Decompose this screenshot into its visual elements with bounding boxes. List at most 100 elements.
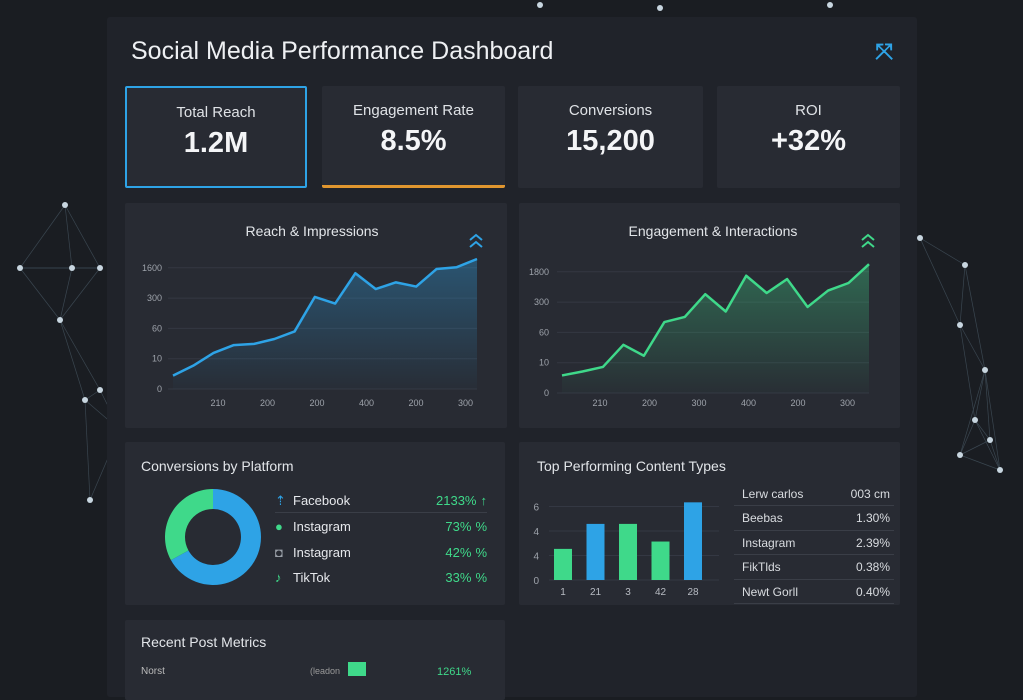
- kpi-roi[interactable]: ROI +32%: [717, 86, 900, 188]
- x-tick-label: 200: [790, 398, 805, 408]
- kpi-conversions[interactable]: Conversions 15,200: [518, 86, 703, 188]
- network-line: [985, 370, 990, 440]
- x-tick-label: 400: [359, 398, 374, 408]
- kpi-engagement-rate[interactable]: Engagement Rate 8.5%: [322, 86, 505, 188]
- content-value: 0.40%: [856, 585, 894, 599]
- instagram-clock-icon: ●: [275, 519, 293, 534]
- content-value: 2.39%: [856, 536, 894, 550]
- content-value: 0.38%: [856, 560, 894, 574]
- y-tick-label: 60: [539, 327, 549, 337]
- network-node: [82, 397, 88, 403]
- x-tick-label: 200: [260, 398, 275, 408]
- network-line: [60, 320, 100, 390]
- content-type: Beebas: [734, 511, 783, 525]
- network-node: [982, 367, 988, 373]
- section-title: Recent Post Metrics: [141, 634, 266, 650]
- platform-name: Instagram: [293, 545, 351, 560]
- bar: [684, 502, 702, 580]
- network-line: [85, 400, 90, 500]
- y-tick-label: 6: [533, 503, 539, 514]
- page-title: Social Media Performance Dashboard: [131, 37, 553, 66]
- x-tick-label: 42: [655, 587, 667, 598]
- network-node: [997, 467, 1003, 473]
- network-node: [957, 452, 963, 458]
- y-tick-label: 10: [152, 354, 162, 364]
- network-node: [62, 202, 68, 208]
- network-line: [65, 205, 72, 268]
- row-label: Norst: [141, 666, 165, 677]
- network-node: [917, 235, 923, 241]
- network-line: [20, 205, 65, 268]
- kpi-label: Engagement Rate: [322, 102, 505, 119]
- series-area: [173, 259, 477, 389]
- network-line: [920, 238, 965, 265]
- series-area: [562, 264, 869, 393]
- trend-indicator: %: [475, 519, 487, 534]
- x-tick-label: 210: [210, 398, 225, 408]
- row-pct: 1261%: [437, 666, 471, 678]
- network-line: [920, 238, 960, 325]
- y-tick-label: 4: [533, 552, 539, 563]
- platform-pct: 73%: [445, 519, 471, 534]
- content-type: FikTlds: [734, 560, 781, 574]
- x-tick-label: 300: [691, 398, 706, 408]
- recent-post-card: Recent Post Metrics Norst (leadon 1261%: [125, 620, 505, 700]
- donut-slice: [165, 489, 213, 560]
- y-tick-label: 0: [544, 388, 549, 398]
- network-node: [97, 265, 103, 271]
- dashboard-panel: Social Media Performance Dashboard ⤧ Tot…: [107, 17, 917, 697]
- network-line: [975, 420, 990, 440]
- expand-arrows-icon[interactable]: ⤧: [875, 39, 893, 65]
- kpi-label: ROI: [717, 102, 900, 119]
- y-tick-label: 300: [147, 293, 162, 303]
- network-line: [960, 420, 975, 455]
- content-type: Lerw carlos: [734, 487, 803, 501]
- network-node: [957, 322, 963, 328]
- x-tick-label: 200: [408, 398, 423, 408]
- network-line: [965, 265, 985, 370]
- row-bar: [348, 662, 366, 676]
- y-tick-label: 0: [533, 576, 539, 587]
- trend-indicator: %: [475, 545, 487, 560]
- y-tick-label: 0: [157, 384, 162, 394]
- platform-name: Facebook: [293, 493, 350, 508]
- table-row: FikTlds 0.38%: [734, 556, 894, 580]
- table-row: Beebas 1.30%: [734, 507, 894, 531]
- bar: [619, 524, 637, 580]
- chart-title: Conversions by Platform: [141, 458, 294, 474]
- network-node: [69, 265, 75, 271]
- y-tick-label: 60: [152, 323, 162, 333]
- kpi-label: Total Reach: [127, 104, 305, 121]
- trend-indicator: %: [475, 570, 487, 585]
- network-node: [87, 497, 93, 503]
- network-node: [987, 437, 993, 443]
- network-node: [17, 265, 23, 271]
- kpi-value: +32%: [717, 125, 900, 158]
- network-line: [20, 268, 60, 320]
- platform-pct: 33%: [445, 570, 471, 585]
- network-line: [65, 205, 100, 268]
- network-line: [960, 265, 965, 325]
- kpi-value: 1.2M: [127, 127, 305, 160]
- x-tick-label: 1: [560, 587, 566, 598]
- network-line: [975, 370, 985, 420]
- network-line: [960, 370, 985, 455]
- content-value: 1.30%: [856, 511, 894, 525]
- kpi-total-reach[interactable]: Total Reach 1.2M: [125, 86, 307, 188]
- x-tick-label: 300: [840, 398, 855, 408]
- y-tick-label: 1600: [142, 263, 162, 273]
- network-node: [537, 2, 543, 8]
- y-tick-label: 1800: [529, 267, 549, 277]
- network-line: [960, 325, 975, 420]
- platform-name: TikTok: [293, 570, 330, 585]
